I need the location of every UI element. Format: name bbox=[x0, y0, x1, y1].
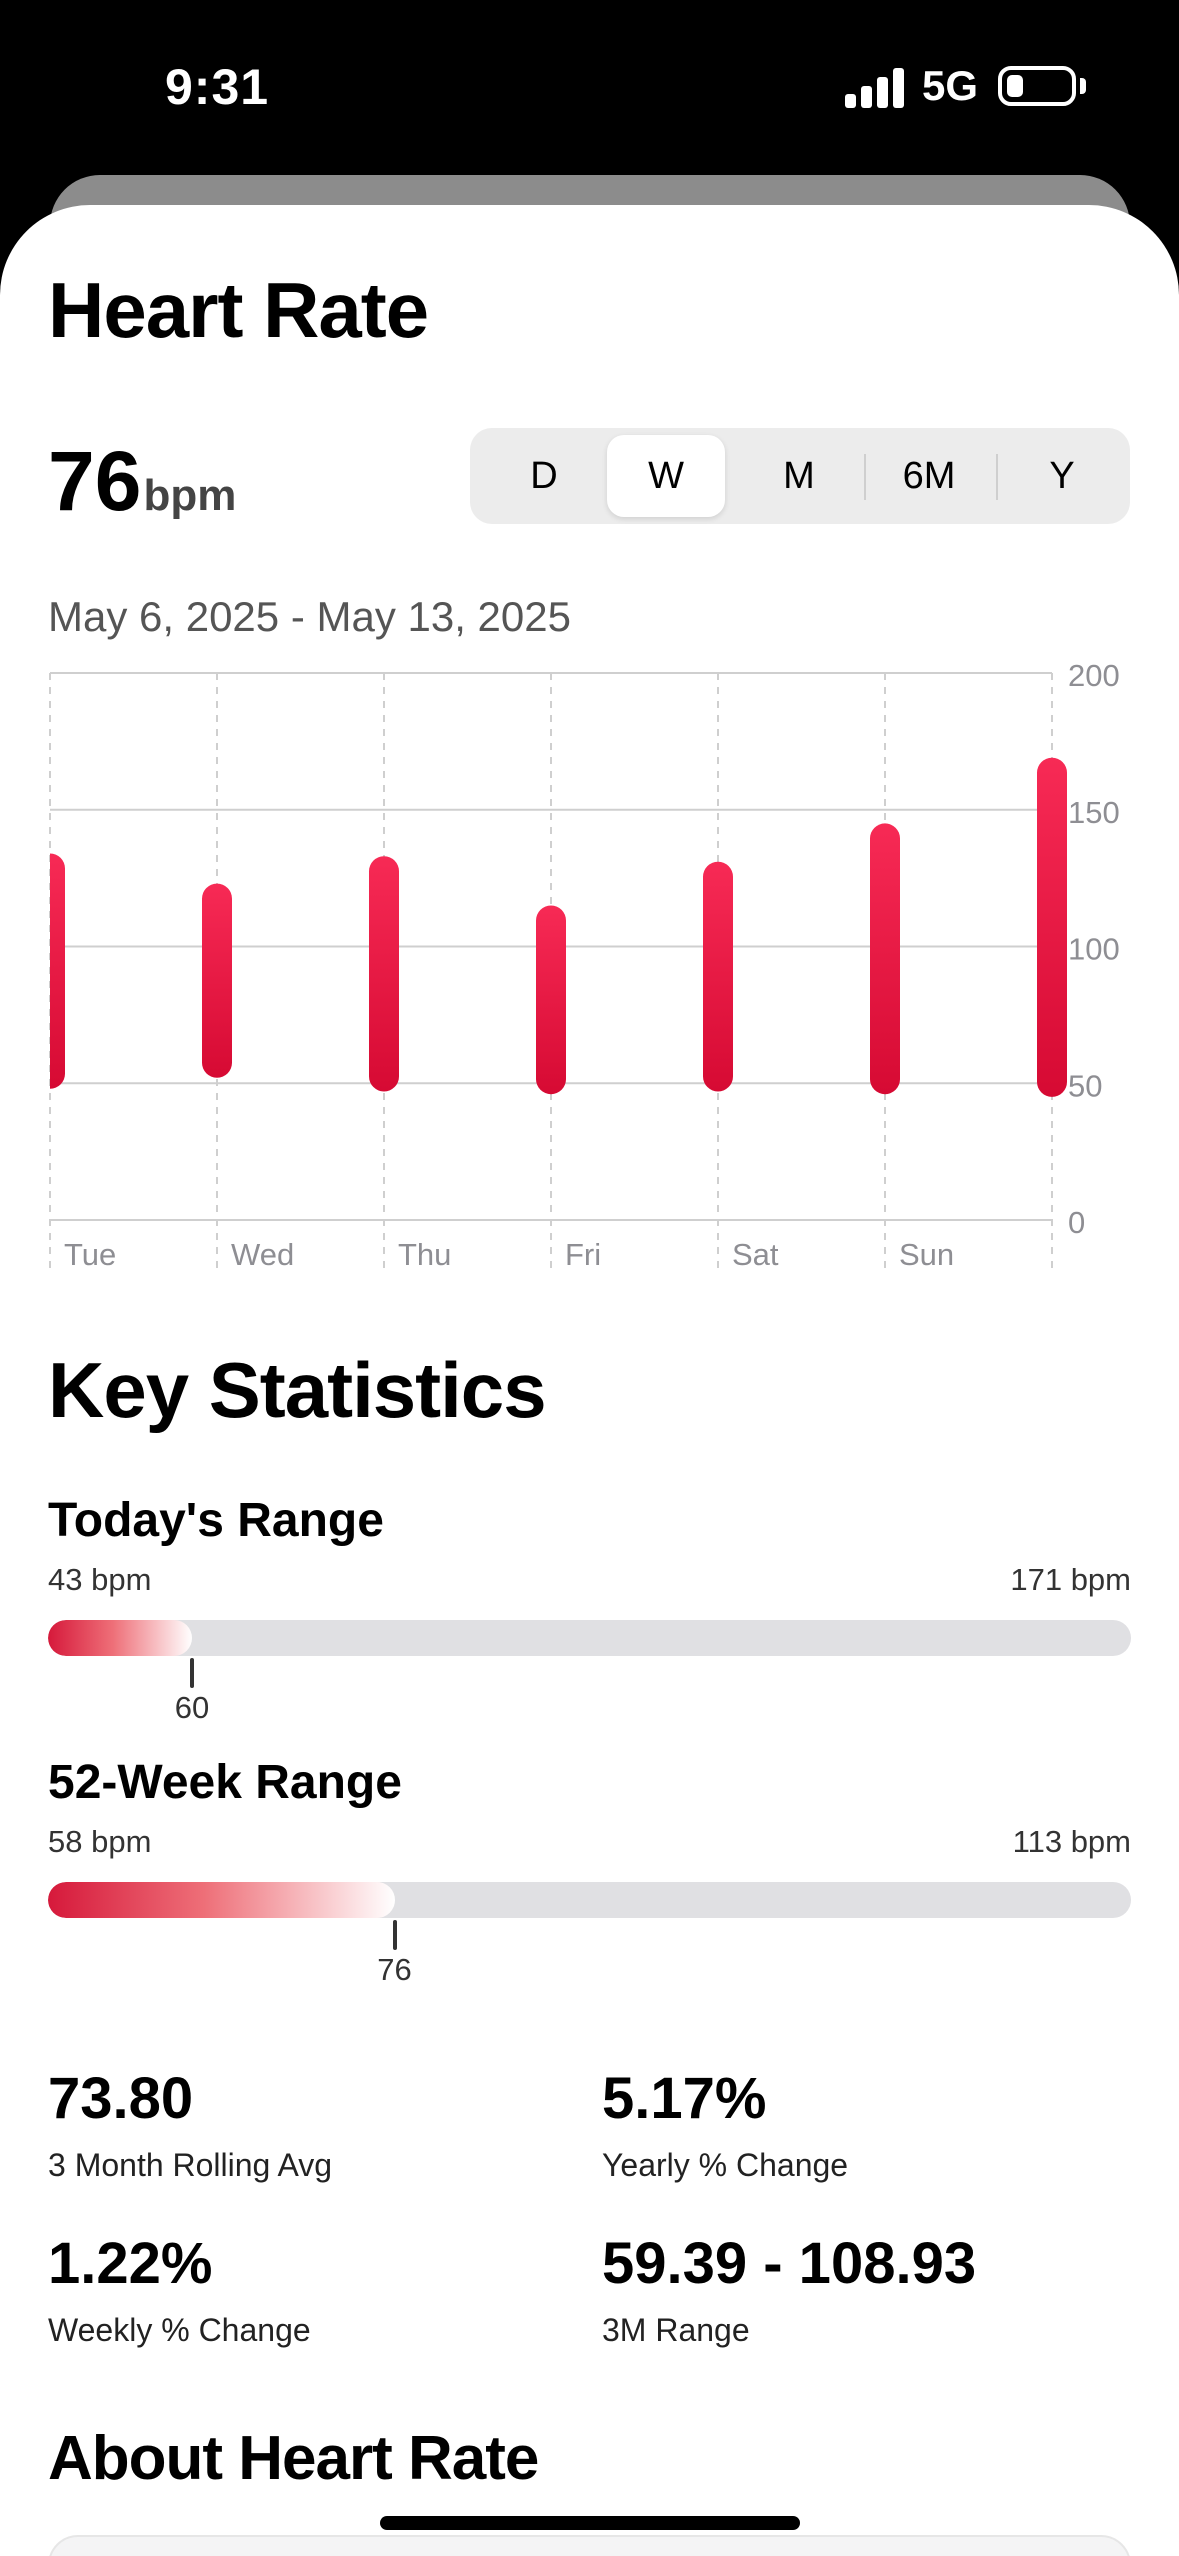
x-tick-label: Thu bbox=[398, 1237, 451, 1272]
three-month-range-value: 59.39 - 108.93 bbox=[602, 2231, 977, 2296]
y-tick-label: 100 bbox=[1068, 932, 1120, 967]
heart-rate-range-bar bbox=[202, 883, 232, 1078]
key-statistics-title: Key Statistics bbox=[48, 1346, 547, 1434]
segment-year[interactable]: Y bbox=[1049, 454, 1075, 497]
status-bar: 9:31 5G bbox=[0, 0, 1179, 170]
x-tick-label: Fri bbox=[565, 1237, 601, 1272]
heart-rate-range-bar bbox=[1037, 757, 1067, 1097]
current-bpm: 76bpm bbox=[48, 433, 236, 530]
y-tick-label: 0 bbox=[1068, 1205, 1085, 1240]
heart-rate-chart[interactable]: 0 50 100 150 200 Tue Wed Thu Fri Sat Sun bbox=[0, 655, 1179, 1485]
three-month-range-label: 3M Range bbox=[602, 2312, 750, 2348]
battery-icon bbox=[998, 66, 1076, 106]
battery-nub bbox=[1080, 78, 1086, 94]
about-heart-rate-card[interactable] bbox=[48, 2535, 1131, 2556]
todays-range-title: Today's Range bbox=[48, 1494, 384, 1547]
week52-range-title: 52-Week Range bbox=[48, 1756, 402, 1809]
segment-divider bbox=[996, 454, 998, 500]
rolling-avg-label: 3 Month Rolling Avg bbox=[48, 2147, 333, 2183]
rolling-avg-value: 73.80 bbox=[48, 2066, 194, 2131]
todays-range-fill bbox=[48, 1620, 193, 1656]
segment-month[interactable]: M bbox=[783, 454, 815, 497]
x-tick-label: Sun bbox=[899, 1237, 954, 1272]
heart-rate-range-bar bbox=[50, 853, 65, 1089]
heart-rate-range-bar bbox=[870, 823, 900, 1095]
x-tick-label: Wed bbox=[231, 1237, 294, 1272]
home-indicator[interactable] bbox=[380, 2516, 800, 2530]
weekly-change-value: 1.22% bbox=[48, 2231, 213, 2296]
segment-six-month[interactable]: 6M bbox=[902, 454, 956, 497]
cellular-signal-icon bbox=[845, 66, 905, 108]
heart-rate-range-bar bbox=[369, 856, 399, 1092]
week52-range-track bbox=[48, 1882, 1131, 1918]
weekly-change-label: Weekly % Change bbox=[48, 2312, 311, 2348]
todays-range-max: 171 bpm bbox=[1010, 1562, 1131, 1597]
x-tick-label: Sat bbox=[732, 1237, 779, 1272]
yearly-change-value: 5.17% bbox=[602, 2066, 767, 2131]
page-title: Heart Rate bbox=[48, 266, 429, 354]
segment-day[interactable]: D bbox=[530, 454, 558, 497]
week52-range-max: 113 bpm bbox=[1012, 1824, 1131, 1859]
period-segmented-control: D W M 6M Y bbox=[470, 428, 1130, 524]
yearly-change-label: Yearly % Change bbox=[602, 2147, 849, 2183]
y-tick-label: 200 bbox=[1068, 658, 1120, 693]
segment-divider bbox=[864, 454, 866, 500]
current-bpm-value: 76 bbox=[48, 434, 142, 528]
todays-range-marker bbox=[190, 1658, 195, 1688]
todays-range-marker-label: 60 bbox=[174, 1690, 210, 1725]
heart-rate-range-bar bbox=[703, 861, 733, 1092]
y-tick-label: 150 bbox=[1068, 795, 1120, 830]
heart-rate-chart-svg: 0 50 100 150 200 Tue Wed Thu Fri Sat Sun bbox=[49, 658, 1120, 1272]
current-bpm-unit: bpm bbox=[143, 471, 237, 520]
week52-range-fill bbox=[48, 1882, 395, 1918]
week52-range-marker bbox=[392, 1920, 397, 1950]
x-tick-label: Tue bbox=[64, 1237, 116, 1272]
about-heart-rate-title: About Heart Rate bbox=[48, 2424, 539, 2493]
segment-week[interactable]: W bbox=[607, 435, 725, 517]
week52-range-marker-label: 76 bbox=[377, 1952, 412, 1987]
week52-range-min: 58 bpm bbox=[48, 1824, 152, 1859]
network-type: 5G bbox=[922, 62, 979, 109]
y-tick-label: 50 bbox=[1068, 1068, 1102, 1103]
status-time: 9:31 bbox=[165, 59, 270, 115]
todays-range-min: 43 bpm bbox=[48, 1562, 152, 1597]
heart-rate-range-bar bbox=[536, 905, 566, 1095]
heart-rate-sheet: Heart Rate 76bpm D W M 6M Y May 6, 2025 … bbox=[0, 205, 1179, 2556]
todays-range-track bbox=[48, 1620, 1131, 1656]
date-range: May 6, 2025 - May 13, 2025 bbox=[48, 593, 571, 640]
